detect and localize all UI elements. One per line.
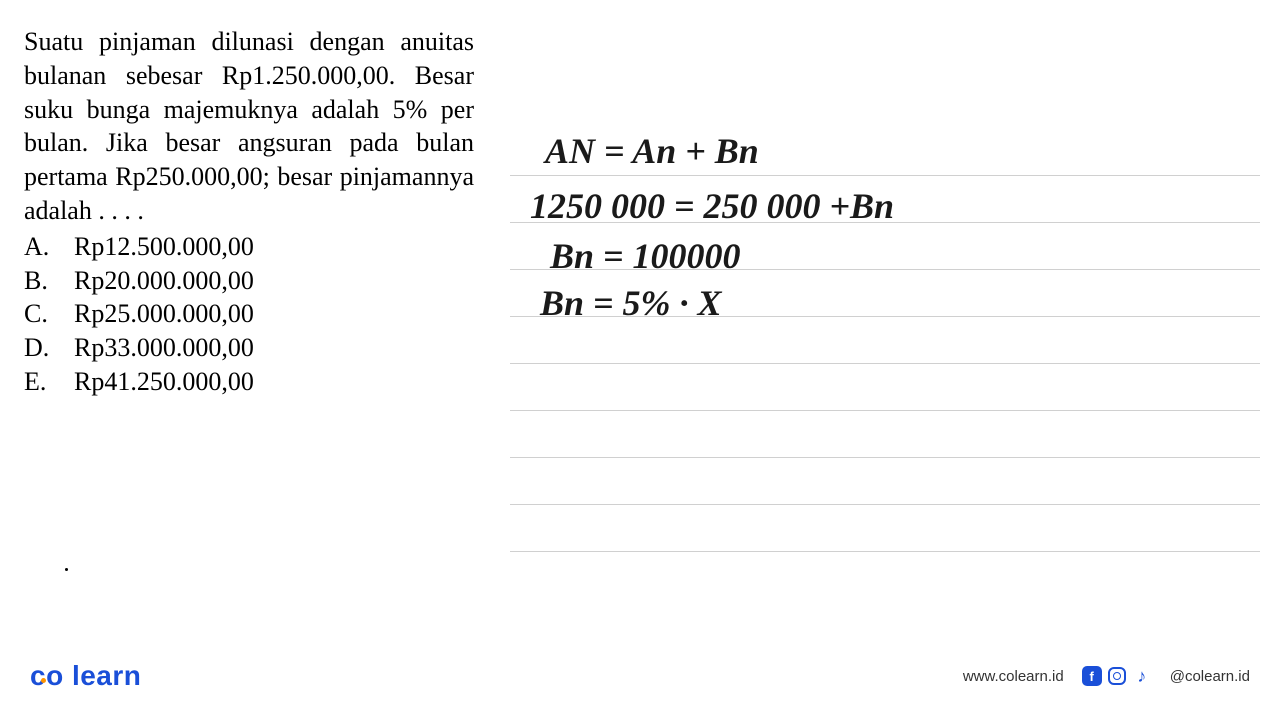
options-list: A. Rp12.500.000,00 B. Rp20.000.000,00 C.… xyxy=(24,230,474,399)
handwriting-line-1: AN = An + Bn xyxy=(545,130,759,172)
logo-dot-icon xyxy=(41,678,46,683)
footer: co learn www.colearn.id f ♪ @colearn.id xyxy=(0,660,1280,692)
dot-mark xyxy=(65,568,68,571)
question-text: Suatu pinjaman dilunasi dengan anuitas b… xyxy=(24,25,474,228)
social-icons: f ♪ xyxy=(1082,666,1152,686)
option-e: E. Rp41.250.000,00 xyxy=(24,365,474,399)
option-d: D. Rp33.000.000,00 xyxy=(24,331,474,365)
website-link[interactable]: www.colearn.id xyxy=(963,668,1064,685)
facebook-icon[interactable]: f xyxy=(1082,666,1102,686)
handwriting-line-2: 1250 000 = 250 000 +Bn xyxy=(530,185,894,227)
option-d-value: Rp33.000.000,00 xyxy=(74,331,254,365)
option-c: C. Rp25.000.000,00 xyxy=(24,297,474,331)
option-e-value: Rp41.250.000,00 xyxy=(74,365,254,399)
option-a: A. Rp12.500.000,00 xyxy=(24,230,474,264)
footer-right: www.colearn.id f ♪ @colearn.id xyxy=(963,666,1250,686)
option-b-value: Rp20.000.000,00 xyxy=(74,264,254,298)
instagram-icon[interactable] xyxy=(1108,667,1126,685)
option-c-label: C. xyxy=(24,297,74,331)
handwriting-line-4: Bn = 5% · X xyxy=(540,282,722,324)
logo: co learn xyxy=(30,660,141,692)
option-c-value: Rp25.000.000,00 xyxy=(74,297,254,331)
question-area: Suatu pinjaman dilunasi dengan anuitas b… xyxy=(24,25,474,399)
handwriting-line-3: Bn = 100000 xyxy=(550,235,741,277)
logo-text: co learn xyxy=(30,660,141,691)
option-b: B. Rp20.000.000,00 xyxy=(24,264,474,298)
social-handle: @colearn.id xyxy=(1170,668,1250,685)
option-d-label: D. xyxy=(24,331,74,365)
option-e-label: E. xyxy=(24,365,74,399)
option-a-value: Rp12.500.000,00 xyxy=(74,230,254,264)
option-b-label: B. xyxy=(24,264,74,298)
option-a-label: A. xyxy=(24,230,74,264)
tiktok-icon[interactable]: ♪ xyxy=(1132,666,1152,686)
